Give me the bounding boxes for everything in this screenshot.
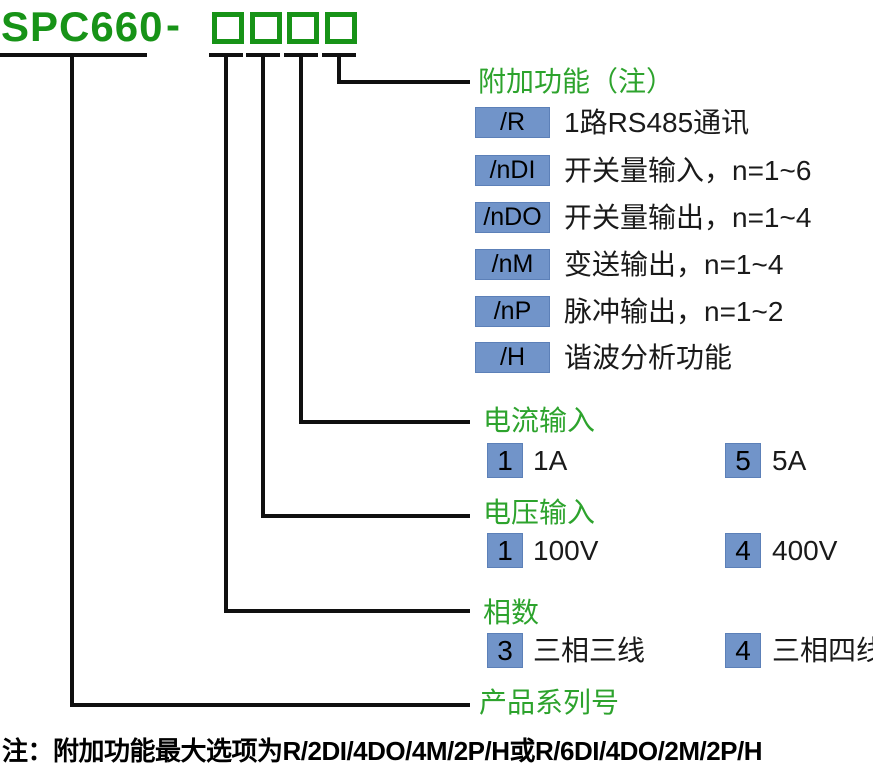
section-label-current-input: 电流输入 xyxy=(483,405,596,436)
option-text-voltage-4: 400V xyxy=(772,535,838,566)
option-text-phase-4: 三相四线 xyxy=(772,635,873,666)
code-desc-ndi: 开关量输入，n=1~6 xyxy=(564,155,812,186)
code-desc-r: 1路RS485通讯 xyxy=(564,107,750,138)
code-desc-np: 脉冲输出，n=1~2 xyxy=(564,296,784,327)
option-text-phase-3: 三相三线 xyxy=(533,635,646,666)
model-code-placeholder-box xyxy=(250,12,282,44)
section-label-additional-functions: 附加功能（注） xyxy=(478,66,675,97)
product-model: SPC660 xyxy=(1,3,164,50)
connector-addfunc-horizontal xyxy=(337,80,470,84)
footnote: 注：附加功能最大选项为R/2DI/4DO/4M/2P/H或R/6DI/4DO/2… xyxy=(2,736,763,766)
option-box-voltage-1: 1 xyxy=(487,533,523,568)
section-label-product-series: 产品系列号 xyxy=(479,687,620,718)
connector-phases-horizontal xyxy=(224,609,470,613)
code-box-np: /nP xyxy=(475,296,550,327)
connector-addfunc-vertical xyxy=(337,55,341,84)
option-box-phase-3: 3 xyxy=(487,633,523,668)
model-code-placeholder-box xyxy=(212,12,244,44)
option-box-voltage-4: 4 xyxy=(725,533,761,568)
option-text-current-1: 1A xyxy=(533,445,568,476)
section-label-phases: 相数 xyxy=(483,597,540,628)
option-box-phase-4: 4 xyxy=(725,633,761,668)
connector-phases-vertical xyxy=(224,55,228,613)
code-box-ndi: /nDI xyxy=(475,155,550,186)
connector-current-vertical xyxy=(299,55,303,424)
option-text-current-5: 5A xyxy=(772,445,807,476)
code-box-h: /H xyxy=(475,342,550,373)
code-box-ndo: /nDO xyxy=(475,202,550,233)
connector-voltage-horizontal xyxy=(261,514,470,518)
connector-current-horizontal xyxy=(299,420,470,424)
connector-voltage-vertical xyxy=(261,55,265,518)
option-box-current-5: 5 xyxy=(725,443,761,478)
code-box-nm: /nM xyxy=(475,249,550,280)
code-desc-h: 谐波分析功能 xyxy=(564,342,733,373)
model-code-placeholder-box xyxy=(325,12,357,44)
code-desc-nm: 变送输出，n=1~4 xyxy=(564,249,784,280)
connector-series-horizontal xyxy=(70,703,470,707)
option-text-voltage-1: 100V xyxy=(533,535,599,566)
connector-series-vertical xyxy=(70,55,74,707)
model-separator: - xyxy=(166,1,180,48)
code-desc-ndo: 开关量输出，n=1~4 xyxy=(564,202,812,233)
option-box-current-1: 1 xyxy=(487,443,523,478)
model-code-placeholder-box xyxy=(287,12,319,44)
section-label-voltage-input: 电压输入 xyxy=(483,497,596,528)
code-box-r: /R xyxy=(475,107,550,138)
